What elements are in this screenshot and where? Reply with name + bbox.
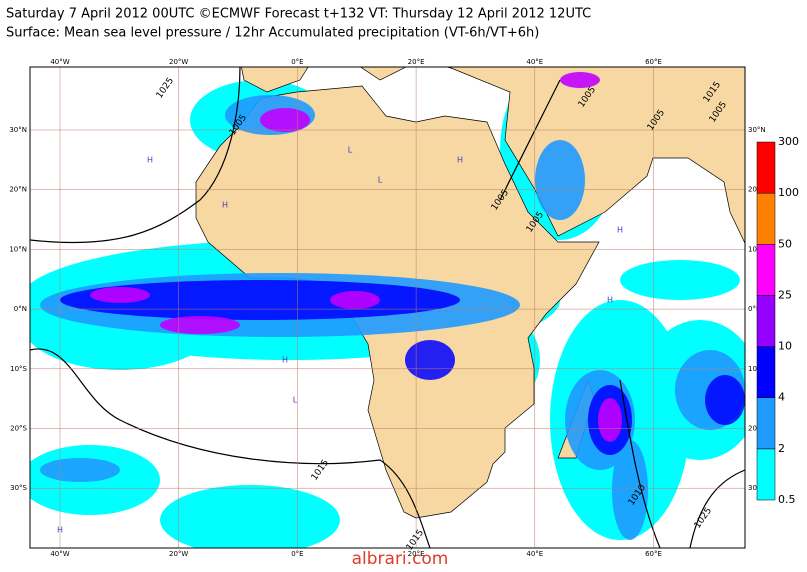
colorbar-label: 2 xyxy=(778,442,785,455)
colorbar-label: 300 xyxy=(778,135,799,148)
latitude-label: 30°N xyxy=(748,126,766,134)
land-europe xyxy=(241,67,452,93)
longitude-label: 0°E xyxy=(291,550,303,558)
map-frame xyxy=(29,66,746,549)
longitude-label: 60°E xyxy=(645,550,662,558)
colorbar-band xyxy=(756,192,776,245)
land-asia xyxy=(450,67,745,245)
longitude-label: 40°W xyxy=(50,550,69,558)
pressure-center: H xyxy=(457,156,463,165)
latitude-label: 20°S xyxy=(10,425,27,433)
colorbar-band xyxy=(756,141,776,194)
latitude-label: 20°S xyxy=(748,425,765,433)
longitude-label: 40°W xyxy=(50,58,69,66)
latitude-label: 10°N xyxy=(9,245,27,253)
latitude-label: 20°N xyxy=(9,186,27,194)
colorbar-label: 4 xyxy=(778,391,785,404)
pressure-center: H xyxy=(282,356,288,365)
latitude-label: 10°S xyxy=(10,365,27,373)
colorbar-band xyxy=(756,295,776,347)
latitude-label: 30°N xyxy=(9,126,27,134)
colorbar-band xyxy=(756,397,776,450)
latitude-label: 0°N xyxy=(748,305,761,313)
colorbar-label: 25 xyxy=(778,288,792,301)
watermark: albrari.com xyxy=(352,549,449,568)
longitude-label: 40°E xyxy=(526,58,543,66)
latitude-label: 30°S xyxy=(10,484,27,492)
pressure-center: H xyxy=(147,156,153,165)
colorbar-label: 100 xyxy=(778,186,799,199)
pressure-center: L xyxy=(293,396,298,405)
pressure-center: H xyxy=(607,296,613,305)
pressure-center: L xyxy=(348,146,353,155)
longitude-label: 20°W xyxy=(169,550,188,558)
latitude-label: 10°S xyxy=(748,365,765,373)
title: Saturday 7 April 2012 00UTC ©ECMWF Forec… xyxy=(6,7,591,22)
pressure-center: H xyxy=(222,201,228,210)
longitude-label: 20°E xyxy=(408,550,425,558)
colorbar-band xyxy=(756,244,776,296)
pressure-center: L xyxy=(378,176,383,185)
longitude-label: 20°E xyxy=(408,58,425,66)
colorbar-label: 0.5 xyxy=(778,493,796,506)
colorbar-label: 10 xyxy=(778,340,792,353)
precip-heavy xyxy=(60,280,745,455)
pressure-center: H xyxy=(57,526,63,535)
longitude-label: 60°E xyxy=(645,58,662,66)
longitude-label: 40°E xyxy=(526,550,543,558)
latitude-label: 0°N xyxy=(14,305,27,313)
colorbar-label: 50 xyxy=(778,237,792,250)
pressure-center: H xyxy=(617,226,623,235)
longitude-label: 20°W xyxy=(169,58,188,66)
colorbar-band xyxy=(756,346,776,398)
map-area xyxy=(30,67,745,548)
latitude-label: 30°S xyxy=(748,484,765,492)
subtitle: Surface: Mean sea level pressure / 12hr … xyxy=(6,26,539,41)
longitude-label: 0°E xyxy=(291,58,303,66)
colorbar-band xyxy=(756,448,776,501)
